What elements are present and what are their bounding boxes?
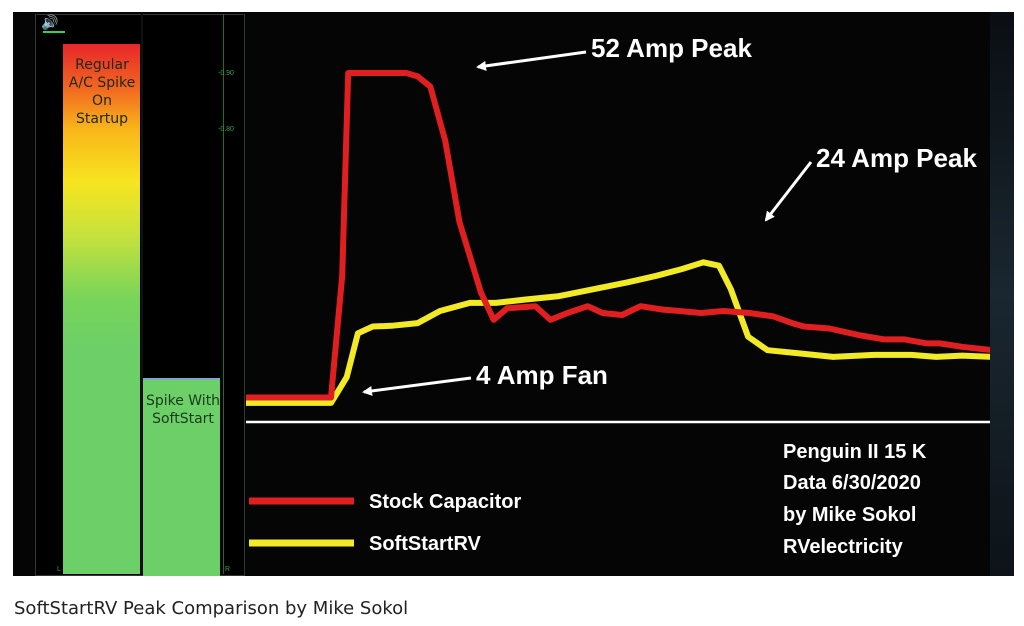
meter-scale-tick: -0.80 xyxy=(218,126,234,133)
regular-spike-label: Regular A/C Spike On Startup xyxy=(68,57,136,127)
annotation-arrow-4 xyxy=(362,376,472,396)
regular-spike-bar xyxy=(63,44,140,574)
meter-channel-left: L xyxy=(57,566,61,573)
softstart-spike-label: Spike With SoftStart xyxy=(145,393,221,427)
info-line-1: Penguin II 15 K xyxy=(783,441,927,463)
annotation-52-amp: 52 Amp Peak xyxy=(591,33,752,63)
video-edge xyxy=(990,12,1014,576)
annotation-arrow-52 xyxy=(476,50,587,71)
series-line-softstartrv xyxy=(246,259,992,406)
annotation-arrow-24 xyxy=(764,161,813,222)
current-comparison-chart: 52 Amp Peak 24 Amp Peak 4 Amp Fan Stock … xyxy=(246,12,992,576)
annotation-24-amp: 24 Amp Peak xyxy=(816,143,977,173)
meter-scale-line xyxy=(223,14,224,574)
legend-label-stock: Stock Capacitor xyxy=(369,491,521,513)
meter-divider xyxy=(141,14,143,574)
video-frame: 🔊 Regular A/C Spike On Startup Spike Wit… xyxy=(13,12,1014,576)
annotation-4-amp: 4 Amp Fan xyxy=(476,360,608,390)
meter-scale-tick: -0.90 xyxy=(218,70,234,77)
softstart-spike-bar xyxy=(143,378,220,576)
video-caption: SoftStartRV Peak Comparison by Mike Soko… xyxy=(14,598,409,619)
info-line-4: RVelectricity xyxy=(783,536,904,558)
series-layer xyxy=(246,70,992,406)
speaker-indicator xyxy=(43,31,65,33)
speaker-icon[interactable]: 🔊 xyxy=(41,14,59,30)
legend-label-softstart: SoftStartRV xyxy=(369,533,482,555)
series-line-stock-capacitor xyxy=(246,70,992,401)
meter-channel-right: R xyxy=(225,566,231,573)
info-line-3: by Mike Sokol xyxy=(783,504,916,526)
info-line-2: Data 6/30/2020 xyxy=(783,472,921,494)
